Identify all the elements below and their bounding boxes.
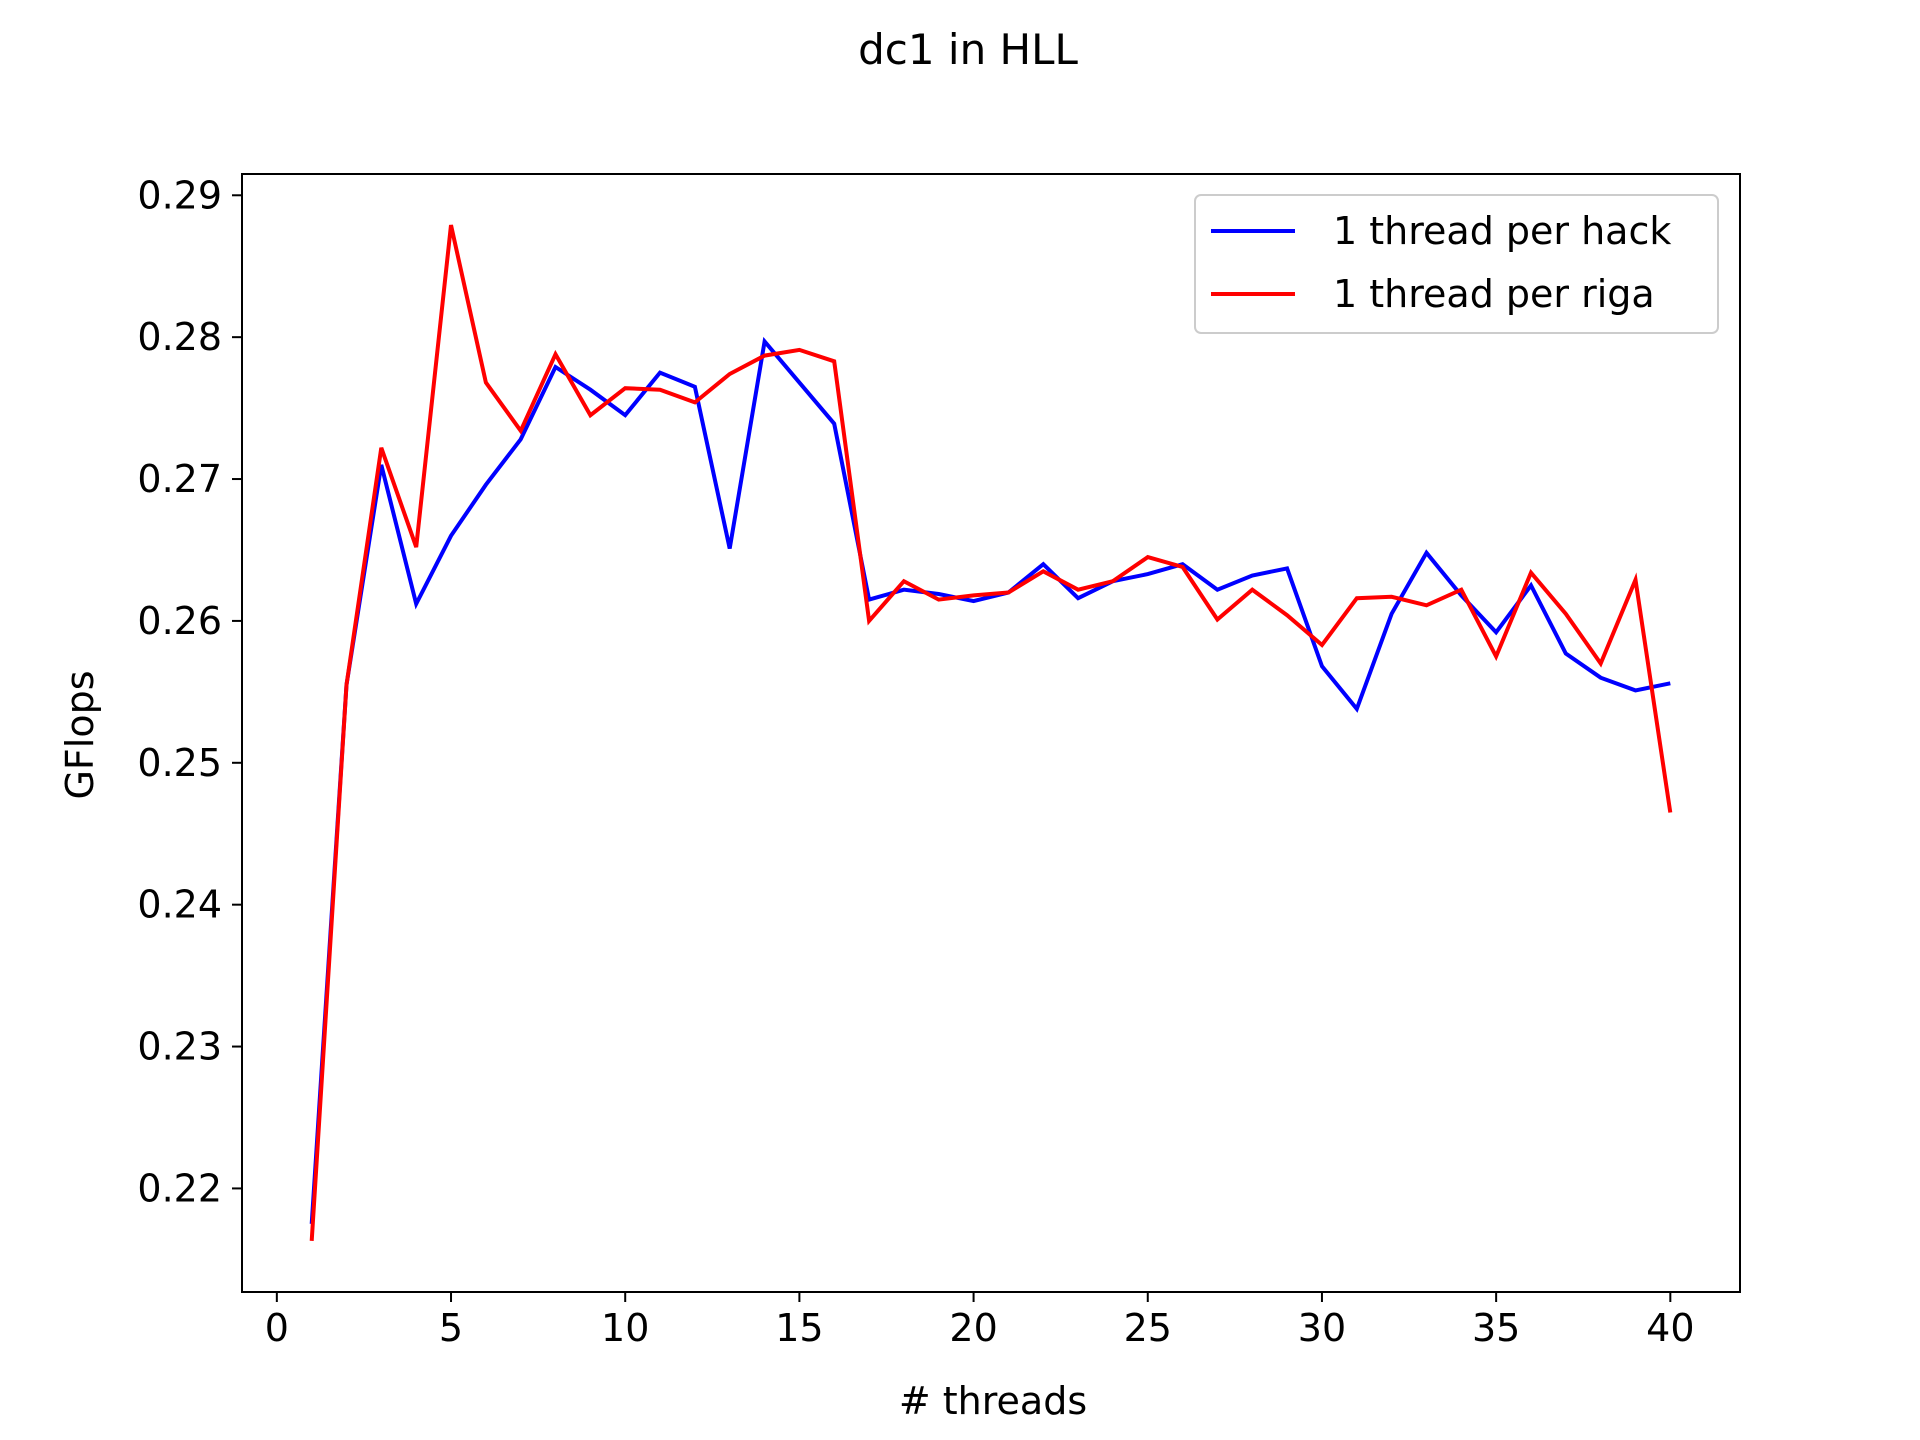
x-tick-label: 35 [1472, 1306, 1520, 1350]
x-tick-label: 5 [439, 1306, 463, 1350]
y-axis-label: GFlops [58, 670, 102, 799]
legend-box [1194, 194, 1719, 334]
x-tick-label: 30 [1298, 1306, 1346, 1350]
y-tick-label: 0.24 [137, 883, 222, 927]
legend: 1 thread per hack 1 thread per riga [1194, 194, 1719, 334]
plot-frame [241, 173, 1741, 1293]
y-axis: 0.22 0.23 0.24 0.25 0.26 0.27 0.28 0.29 [137, 173, 242, 1210]
x-tick-label: 20 [949, 1306, 997, 1350]
y-tick-label: 0.27 [137, 457, 222, 501]
x-axis: 0 5 10 15 20 25 30 35 40 [265, 1292, 1695, 1350]
y-tick-label: 0.25 [137, 741, 222, 785]
y-tick-label: 0.26 [137, 599, 222, 643]
y-tick-label: 0.29 [137, 173, 222, 217]
x-tick-label: 10 [601, 1306, 649, 1350]
chart-title: dc1 in HLL [858, 25, 1078, 74]
series-line-riga [309, 224, 1673, 1242]
legend-label-hack: 1 thread per hack [1333, 209, 1671, 253]
x-tick-label: 15 [775, 1306, 823, 1350]
plot-area [309, 224, 1673, 1242]
y-tick-label: 0.28 [137, 315, 222, 359]
x-tick-label: 40 [1646, 1306, 1694, 1350]
legend-label-riga: 1 thread per riga [1333, 272, 1655, 316]
x-axis-label: # threads [899, 1379, 1087, 1423]
x-tick-label: 25 [1124, 1306, 1172, 1350]
series-line-hack [309, 336, 1671, 1225]
y-tick-label: 0.23 [137, 1025, 222, 1069]
y-tick-label: 0.22 [137, 1166, 222, 1210]
x-tick-label: 0 [265, 1306, 289, 1350]
